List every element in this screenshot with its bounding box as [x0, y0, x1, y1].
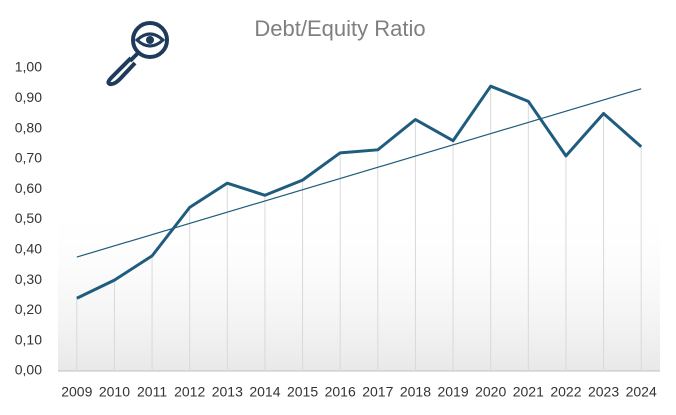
y-tick-label: 0,10: [15, 331, 42, 347]
y-tick-label: 0,70: [15, 150, 42, 166]
x-tick-label: 2014: [249, 384, 280, 400]
y-tick-label: 0,80: [15, 119, 42, 135]
x-tick-label: 2011: [137, 384, 167, 400]
data-line: [76, 84, 643, 300]
chart-title: Debt/Equity Ratio: [254, 16, 425, 41]
icon: [106, 21, 169, 87]
x-tick-label: 2016: [325, 384, 356, 400]
trendline: [76, 88, 642, 258]
y-tick-label: 0,40: [15, 241, 42, 257]
y-tick-label: 0,20: [15, 301, 42, 317]
y-tick-label: 0,00: [15, 362, 42, 378]
x-tick-label: 2015: [287, 384, 318, 400]
x-tick-label: 2013: [212, 384, 243, 400]
y-tick-label: 0,90: [15, 89, 42, 105]
x-tick-label: 2020: [475, 384, 506, 400]
x-tick-label: 2023: [588, 384, 619, 400]
x-tick-label: 2012: [174, 384, 205, 400]
x-tick-label: 2009: [61, 384, 92, 400]
x-tick-label: 2019: [437, 384, 468, 400]
y-tick-label: 1,00: [15, 59, 42, 75]
x-tick-label: 2022: [550, 384, 581, 400]
x-tick-label: 2024: [626, 384, 657, 400]
y-tick-label: 0,50: [15, 210, 42, 226]
y-tick-label: 0,30: [15, 271, 42, 287]
x-tick-label: 2010: [99, 384, 130, 400]
x-tick-label: 2017: [362, 384, 393, 400]
x-tick-label: 2018: [400, 384, 431, 400]
plot-shading: [58, 200, 660, 371]
y-tick-label: 0,60: [15, 180, 42, 196]
x-tick-label: 2021: [513, 384, 544, 400]
